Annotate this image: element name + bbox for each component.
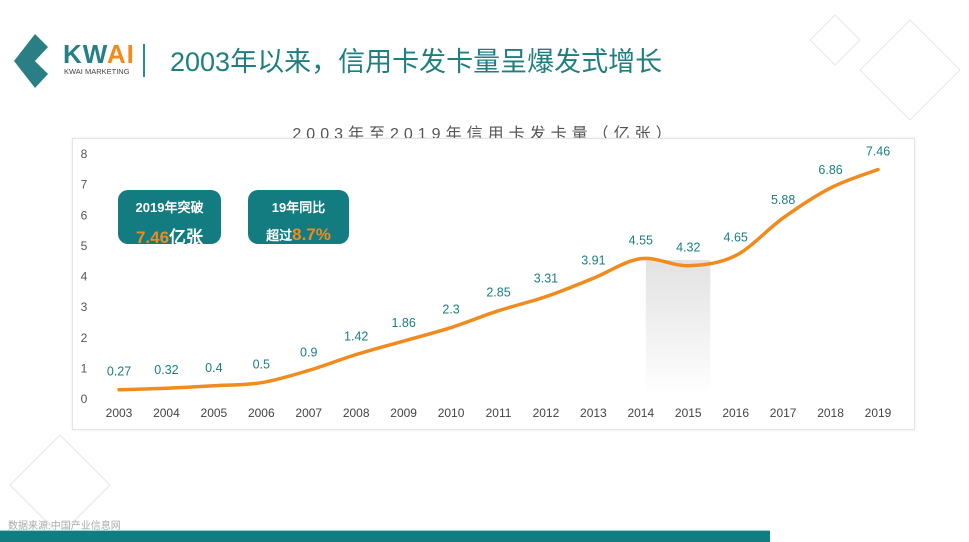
series-line — [117, 167, 880, 392]
x-tick-label: 2013 — [580, 406, 607, 420]
badge-yoy-growth: 19年同比 超过8.7% — [248, 190, 349, 244]
x-tick-label: 2014 — [627, 406, 654, 420]
x-tick-label: 2016 — [722, 406, 749, 420]
data-label: 0.32 — [154, 363, 178, 377]
data-label: 5.88 — [771, 193, 795, 207]
y-tick-label: 0 — [81, 392, 88, 406]
x-tick-label: 2005 — [201, 406, 228, 420]
data-label: 4.55 — [629, 234, 653, 248]
data-source: 数据来源:中国产业信息网 — [8, 521, 121, 532]
y-tick-label: 2 — [81, 331, 88, 345]
data-label: 0.4 — [205, 361, 222, 375]
data-label: 7.46 — [866, 145, 890, 159]
x-tick-label: 2015 — [675, 406, 702, 420]
x-tick-label: 2019 — [865, 406, 892, 420]
badge-value: 7.46 — [135, 228, 170, 247]
badge-prefix: 超过 — [266, 228, 293, 243]
x-tick-label: 2003 — [106, 406, 133, 420]
badge-value: 8.7% — [292, 225, 331, 244]
y-tick-label: 5 — [81, 239, 88, 253]
highlight-band — [645, 260, 711, 396]
x-tick-label: 2012 — [533, 406, 560, 420]
data-label: 4.32 — [676, 241, 700, 255]
x-tick-label: 2010 — [438, 406, 465, 420]
data-label: 3.31 — [534, 272, 558, 286]
badge-label: 19年同比 — [271, 200, 326, 215]
divider — [143, 44, 145, 77]
data-label: 3.91 — [581, 253, 605, 267]
page-title: 2003年以来，信用卡发卡量呈爆发式增长 — [170, 47, 663, 77]
badge-2019-total: 2019年突破 7.46亿张 — [118, 190, 221, 247]
data-label: 0.9 — [300, 345, 317, 359]
x-tick-label: 2009 — [390, 406, 417, 420]
data-label: 2.3 — [442, 303, 459, 317]
badge-unit: 亿张 — [169, 228, 204, 247]
data-label: 1.42 — [344, 330, 368, 344]
data-label: 6.86 — [818, 163, 842, 177]
y-tick-label: 4 — [81, 270, 88, 284]
data-label: 0.5 — [253, 358, 270, 372]
decorative-diamond — [9, 434, 111, 530]
data-label: 1.86 — [391, 316, 415, 330]
brand-subtitle: KWAI MARKETING — [64, 67, 130, 76]
brand-logo: KWAI — [63, 39, 135, 69]
y-tick-label: 1 — [81, 361, 88, 375]
x-tick-label: 2008 — [343, 406, 370, 420]
y-tick-label: 8 — [81, 147, 88, 161]
y-tick-label: 6 — [81, 208, 88, 222]
data-label: 0.27 — [107, 365, 131, 379]
x-tick-label: 2007 — [295, 406, 322, 420]
x-tick-label: 2004 — [153, 406, 180, 420]
badge-label: 2019年突破 — [135, 200, 204, 215]
chart-card — [72, 138, 915, 430]
data-label: 2.85 — [486, 286, 510, 300]
x-tick-label: 2006 — [248, 406, 275, 420]
decorative-diamonds — [809, 14, 961, 121]
y-tick-label: 7 — [81, 178, 88, 192]
x-tick-label: 2018 — [817, 406, 844, 420]
data-label: 4.65 — [724, 231, 748, 245]
kwai-logo-icon — [14, 34, 49, 88]
y-tick-label: 3 — [81, 300, 88, 314]
x-tick-label: 2017 — [770, 406, 797, 420]
x-tick-label: 2011 — [486, 406, 512, 420]
footer-bar — [0, 530, 770, 542]
